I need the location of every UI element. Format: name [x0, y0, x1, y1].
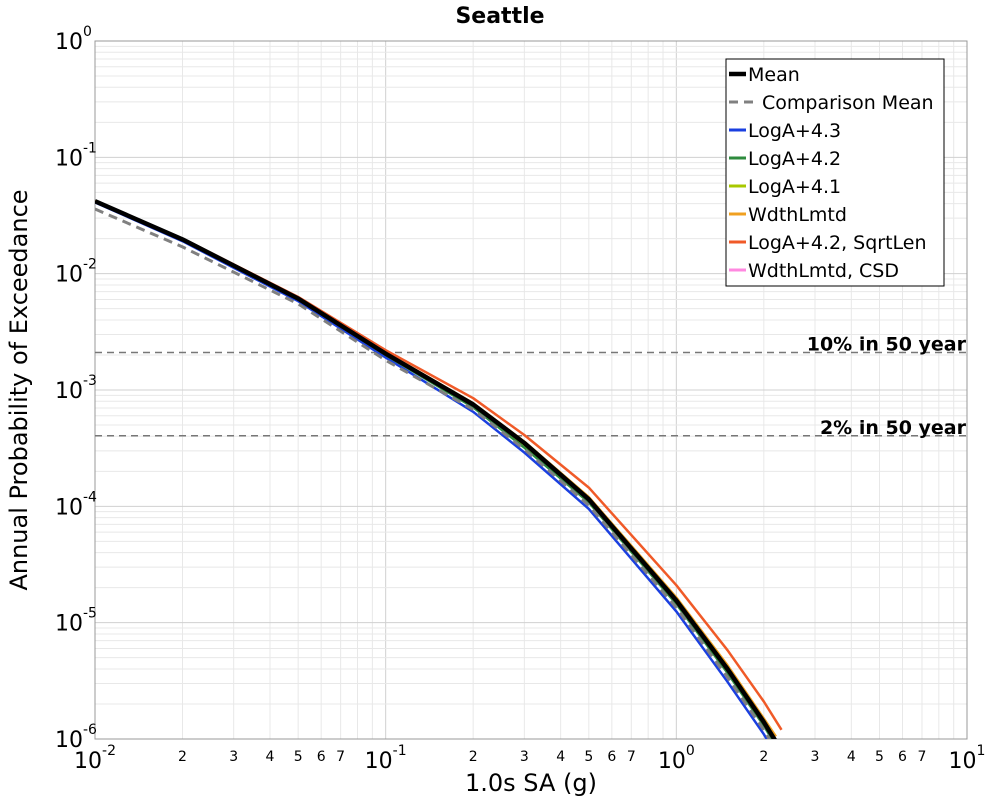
reference-lines: 10% in 50 year 2% in 50 year	[95, 334, 967, 439]
x-minor-tick-label: 7	[627, 749, 636, 765]
chart-title: Seattle	[455, 4, 544, 29]
x-minor-tick-label: 7	[918, 749, 927, 765]
y-axis-ticks: 100 10-1 10-2 10-3 10-4 10-5 10-6	[55, 24, 97, 753]
y-major-tick-label: 10-2	[55, 257, 97, 288]
x-minor-tick-label: 4	[266, 749, 275, 765]
y-major-tick-label: 10-6	[55, 722, 97, 753]
y-major-tick-label: 10-4	[55, 489, 97, 520]
x-minor-tick-label: 6	[607, 749, 616, 765]
y-axis-label: Annual Probability of Exceedance	[5, 189, 33, 590]
legend-label: LogA+4.2, SqrtLen	[748, 232, 927, 254]
y-major-tick-label: 100	[55, 24, 92, 55]
reference-line-label: 2% in 50 year	[820, 417, 967, 439]
x-minor-tick-label: 7	[336, 749, 345, 765]
grid-layer	[94, 41, 967, 740]
legend-label: Comparison Mean	[762, 92, 934, 114]
x-minor-tick-label: 6	[317, 749, 326, 765]
x-minor-tick-label: 4	[556, 749, 565, 765]
x-major-tick-label: 10-1	[365, 743, 407, 774]
legend-label: LogA+4.1	[748, 176, 841, 198]
legend-box	[725, 58, 945, 287]
legend: Mean Comparison Mean LogA+4.3 LogA+4.2 LogA+…	[725, 58, 945, 287]
y-major-tick-label: 10-1	[55, 140, 97, 171]
x-minor-tick-label: 5	[294, 749, 303, 765]
legend-label: WdthLmtd	[748, 204, 847, 226]
series-line-loga-4-2	[95, 200, 774, 739]
x-minor-tick-label: 5	[584, 749, 593, 765]
legend-label: LogA+4.2	[748, 148, 841, 170]
x-minor-tick-label: 3	[229, 749, 238, 765]
y-major-tick-label: 10-3	[55, 373, 97, 404]
series-line-comparison-mean	[95, 207, 771, 739]
x-minor-tick-label: 2	[759, 749, 768, 765]
series-line-loga-4-2-sqrtlen	[95, 200, 783, 731]
reference-line-label: 10% in 50 year	[807, 334, 967, 356]
series-line-mean	[95, 199, 777, 739]
x-axis-label: 1.0s SA (g)	[465, 769, 597, 797]
legend-label: LogA+4.3	[748, 120, 841, 142]
x-minor-tick-label: 3	[811, 749, 820, 765]
legend-label: WdthLmtd, CSD	[748, 260, 899, 282]
x-minor-tick-label: 3	[520, 749, 529, 765]
x-major-tick-label: 10-2	[74, 743, 116, 774]
plot-frame	[94, 40, 968, 740]
x-minor-tick-label: 2	[178, 749, 187, 765]
y-major-tick-label: 10-5	[55, 606, 97, 637]
x-minor-tick-label: 4	[847, 749, 856, 765]
x-minor-tick-label: 2	[469, 749, 478, 765]
x-minor-tick-label: 5	[875, 749, 884, 765]
x-major-tick-label: 100	[658, 743, 695, 774]
x-minor-tick-label: 6	[898, 749, 907, 765]
series-layer	[95, 199, 783, 739]
x-major-tick-label: 101	[949, 743, 986, 774]
series-line-wdthlmtd	[95, 200, 777, 738]
legend-label: Mean	[748, 64, 800, 86]
